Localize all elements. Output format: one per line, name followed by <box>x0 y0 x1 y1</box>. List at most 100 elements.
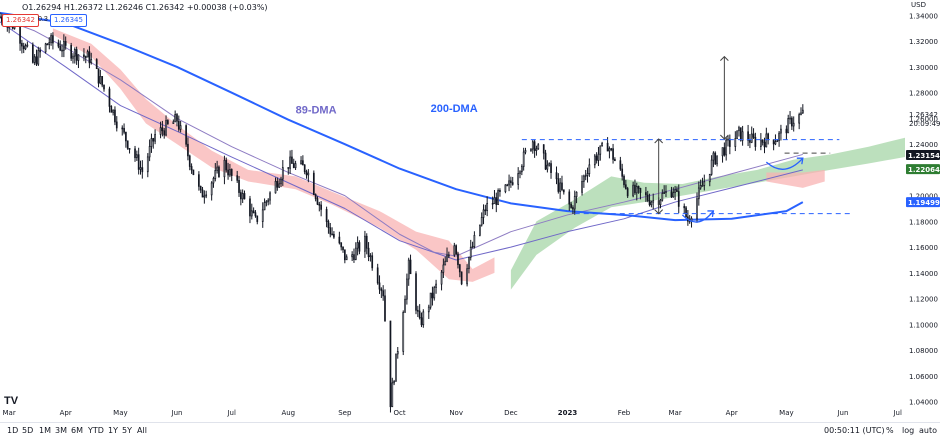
candle-body <box>621 168 624 177</box>
candle-body <box>645 192 647 196</box>
candle-body <box>427 306 430 313</box>
timeframe-1m-button[interactable]: 1M <box>39 426 51 435</box>
candle-body <box>249 198 251 217</box>
candle-body <box>511 182 514 185</box>
price-tick-label: 1.04000 <box>909 399 938 407</box>
candle-body <box>683 206 686 209</box>
candle-body <box>364 235 366 252</box>
candle-body <box>714 152 717 165</box>
candle-body <box>752 133 755 138</box>
candle-body <box>250 210 253 217</box>
last-price-label: 1.26342 <box>909 111 938 119</box>
candle-body <box>712 152 715 161</box>
candle-body <box>199 186 202 191</box>
price-badge <box>906 150 940 161</box>
log-scale-button[interactable]: log <box>902 426 915 435</box>
candle-body <box>588 164 591 174</box>
buy-price-box[interactable]: 1.26345 <box>50 14 87 27</box>
candle-body <box>674 189 676 193</box>
timeframe-6m-button[interactable]: 6M <box>71 426 83 435</box>
candle-body <box>342 246 344 251</box>
candle-body <box>407 259 410 280</box>
candle-body <box>367 247 370 258</box>
candle-body <box>52 35 54 44</box>
auto-scale-button[interactable]: auto <box>919 426 938 435</box>
timeframe-3m-button[interactable]: 3M <box>55 426 67 435</box>
candle-body <box>789 117 791 120</box>
candle-body <box>429 292 432 308</box>
candle-body <box>351 254 353 258</box>
timeframe-ytd-button[interactable]: YTD <box>88 426 104 435</box>
price-tick-label: 1.34000 <box>909 12 938 20</box>
candle-body <box>780 128 782 134</box>
candle-body <box>442 264 445 273</box>
price-tick-label: 1.06000 <box>909 373 938 381</box>
candle-body <box>134 148 136 159</box>
candle-body <box>214 170 217 179</box>
currency-label[interactable]: USD <box>911 1 926 9</box>
candle-body <box>241 193 244 200</box>
candle-body <box>699 185 702 189</box>
candle-body <box>458 264 461 273</box>
candle-body <box>22 45 25 50</box>
candle-body <box>422 311 425 326</box>
candle-body <box>619 160 622 170</box>
candle-body <box>650 201 653 206</box>
sell-price-box[interactable]: 1.26342 <box>2 14 39 27</box>
candle-body <box>614 159 616 162</box>
candle-body <box>544 152 547 170</box>
price-badge-label: 1.22064 <box>908 166 940 174</box>
candle-body <box>90 59 93 64</box>
candle-body <box>537 144 540 150</box>
candle-body <box>112 109 114 113</box>
clock-timezone[interactable]: 00:50:11 (UTC) <box>824 426 885 435</box>
candle-body <box>318 203 321 206</box>
ohlc-readout: O1.26294 H1.26372 L1.26246 C1.26342 +0.0… <box>22 3 268 12</box>
candle-body <box>455 245 458 255</box>
candle-body <box>801 109 804 114</box>
candle-body <box>433 287 436 299</box>
timeframe-5y-button[interactable]: 5Y <box>122 426 132 435</box>
candle-body <box>236 175 239 181</box>
candle-body <box>325 209 328 222</box>
candle-body <box>559 182 562 192</box>
price-axis[interactable]: 1.34000 1.32000 1.30000 1.28000 1.26000 1.240… <box>905 0 940 408</box>
candle-body <box>97 68 100 84</box>
candle-body <box>163 130 166 136</box>
candle-body <box>468 257 470 270</box>
candle-body <box>320 204 322 210</box>
candle-body <box>542 144 545 154</box>
percent-scale-button[interactable]: % <box>886 426 894 435</box>
candle-body <box>72 55 74 59</box>
timeframe-1d-button[interactable]: 1D <box>7 426 19 435</box>
candle-body <box>77 54 80 61</box>
time-tick-label: Sep <box>338 409 352 417</box>
candle-body <box>555 172 558 180</box>
candle-body <box>176 114 178 122</box>
time-axis[interactable]: Mar Apr May Jun Jul Aug Sep Oct Nov Dec 2023 Feb Mar… <box>3 409 902 417</box>
candle-body <box>785 128 788 134</box>
candle-body <box>75 49 78 61</box>
candle-body <box>648 200 651 206</box>
candle-body <box>188 155 191 167</box>
timeframe-5d-button[interactable]: 5D <box>22 426 34 435</box>
price-tick-label: 1.18000 <box>909 218 938 226</box>
candle-body <box>573 196 576 210</box>
candle-body <box>376 267 379 284</box>
candle-body <box>174 114 177 123</box>
candle-body <box>50 35 52 43</box>
candle-body <box>154 134 156 142</box>
candle-body <box>575 191 578 197</box>
candle-body <box>557 178 560 192</box>
candle-body <box>61 49 63 52</box>
timeframe-all-button[interactable]: All <box>137 426 147 435</box>
countdown-label: 20:09:49 <box>909 120 940 128</box>
candle-body <box>520 166 523 173</box>
price-badge-label: 1.23154 <box>908 152 940 160</box>
candle-body <box>294 163 297 169</box>
timeframe-1y-button[interactable]: 1Y <box>108 426 118 435</box>
time-tick-label: Dec <box>504 409 518 417</box>
candle-body <box>728 138 731 147</box>
candle-body <box>416 309 419 312</box>
